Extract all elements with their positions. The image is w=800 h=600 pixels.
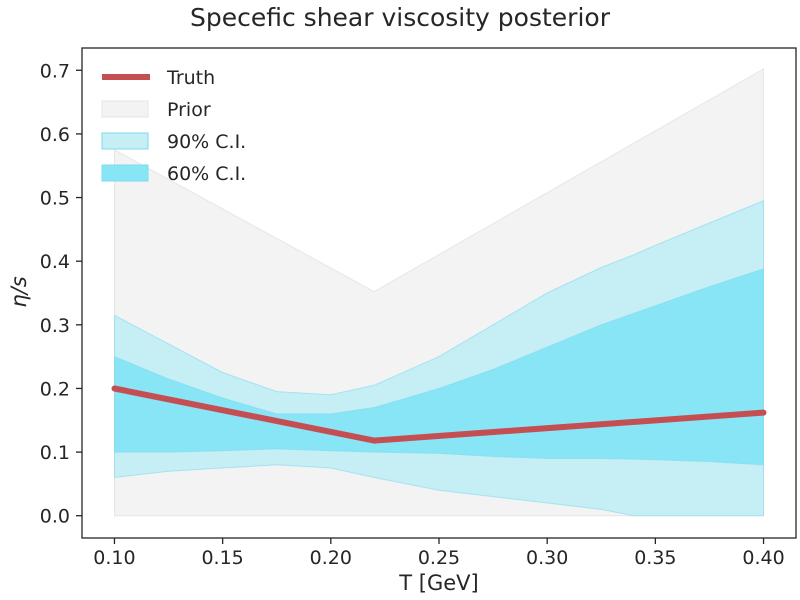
x-axis-label: T [GeV] bbox=[398, 571, 478, 595]
y-axis: 0.0 0.1 0.2 0.3 0.4 0.5 0.6 0.7 bbox=[40, 60, 82, 528]
legend-ci60-swatch bbox=[101, 164, 149, 182]
legend: Truth Prior 90% C.I. 60% C.I. bbox=[101, 67, 246, 185]
x-tick-label: 0.25 bbox=[418, 547, 460, 569]
legend-ci90-swatch bbox=[101, 132, 149, 150]
y-tick-label: 0.0 bbox=[40, 506, 70, 528]
x-axis: 0.10 0.15 0.20 0.25 0.30 0.35 0.40 bbox=[93, 538, 785, 569]
x-tick-label: 0.20 bbox=[310, 547, 352, 569]
chart-title: Specefic shear viscosity posterior bbox=[190, 3, 611, 32]
y-tick-label: 0.2 bbox=[40, 378, 70, 400]
y-axis-label: η/s bbox=[7, 276, 31, 307]
y-tick-label: 0.5 bbox=[40, 188, 70, 210]
x-tick-label: 0.40 bbox=[742, 547, 784, 569]
ci60-band bbox=[114, 268, 764, 466]
y-tick-label: 0.3 bbox=[40, 315, 70, 337]
y-tick-label: 0.4 bbox=[40, 251, 70, 273]
y-tick-label: 0.1 bbox=[40, 442, 70, 464]
x-tick-label: 0.30 bbox=[526, 547, 568, 569]
x-tick-label: 0.35 bbox=[634, 547, 676, 569]
y-tick-label: 0.7 bbox=[40, 60, 70, 82]
legend-prior-label: Prior bbox=[167, 99, 211, 121]
legend-truth-label: Truth bbox=[166, 67, 215, 89]
ci60-band-group bbox=[114, 268, 764, 466]
truth-line bbox=[111, 385, 767, 444]
legend-prior-swatch bbox=[101, 100, 149, 118]
legend-ci90-label: 90% C.I. bbox=[167, 131, 246, 153]
y-tick-label: 0.6 bbox=[40, 124, 70, 146]
x-tick-label: 0.10 bbox=[93, 547, 135, 569]
legend-ci60-label: 60% C.I. bbox=[167, 163, 246, 185]
x-tick-label: 0.15 bbox=[201, 547, 243, 569]
